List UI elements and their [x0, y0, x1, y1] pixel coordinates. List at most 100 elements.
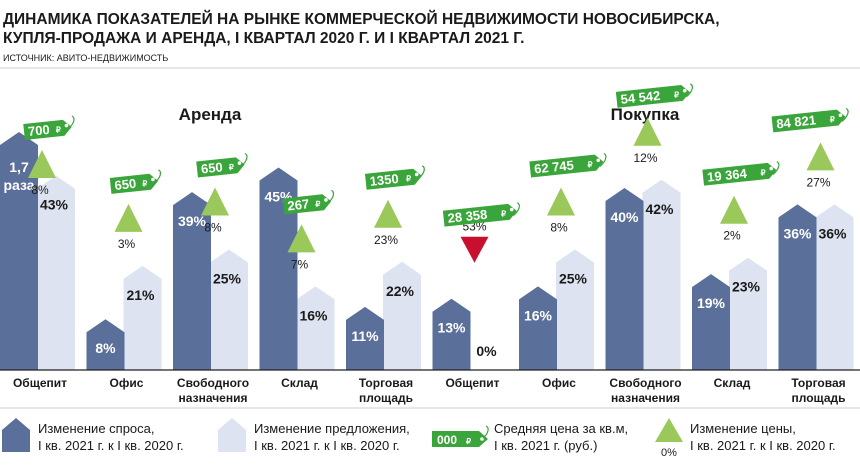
price-tag-currency: ₽	[587, 160, 593, 169]
legend-price-line2: I кв. 2021 г. (руб.)	[494, 438, 597, 453]
price-tag-currency: ₽	[760, 168, 766, 177]
price-change-label: 8%	[31, 183, 49, 197]
price-tag-shape-icon	[529, 154, 604, 178]
demand-bar-label: 13%	[437, 320, 466, 336]
price-change-label: 8%	[550, 221, 568, 235]
legend-supply: Изменение предложения, I кв. 2021 г. к I…	[218, 418, 410, 453]
price-tag-string-icon	[841, 107, 849, 122]
supply-bar-label: 21%	[126, 287, 155, 303]
price-change-label: 2%	[723, 229, 741, 243]
price-tag: 1350 ₽	[364, 165, 425, 190]
bars-layer: 1,7раза43%8%21%39%25%45%16%11%22%13%0%16…	[0, 132, 854, 370]
price-tag-currency: ₽	[829, 115, 835, 124]
price-tag-hole-icon	[769, 166, 774, 171]
supply-bar-label: 0%	[476, 343, 497, 359]
price-tag-shape-icon	[196, 157, 245, 178]
category-label: Склад	[714, 376, 751, 390]
legend-change-line1: Изменение цены,	[690, 421, 796, 436]
supply-bar-label: 42%	[645, 201, 674, 217]
price-change-label: 23%	[374, 233, 398, 247]
price-tag-value: 54 542	[620, 88, 661, 107]
category-label: Офис	[542, 376, 576, 390]
demand-bar	[346, 306, 384, 370]
legend-price-tag-icon	[432, 431, 488, 447]
demand-bar-label: 19%	[697, 295, 726, 311]
price-tag-shape-icon	[771, 109, 846, 133]
price-change-up-icon	[633, 117, 662, 146]
category-label: Торговая	[791, 376, 845, 390]
legend: Изменение спроса, I кв. 2021 г. к I кв. …	[2, 418, 836, 459]
price-tag-value: 19 364	[706, 166, 748, 185]
legend-change-line2: I кв. 2021 г. к I кв. 2020 г.	[690, 438, 836, 453]
category-label: назначения	[611, 391, 680, 405]
demand-bar-label: 11%	[351, 328, 379, 344]
legend-supply-line2: I кв. 2021 г. к I кв. 2020 г.	[254, 438, 400, 453]
price-tag-string-icon	[599, 152, 607, 167]
chart-title-line2: КУПЛЯ-ПРОДАЖА И АРЕНДА, I КВАРТАЛ 2020 Г…	[3, 30, 524, 47]
price-tag-value: 84 821	[776, 112, 817, 131]
price-tag: 28 358 ₽	[442, 202, 520, 227]
price-change-label: 3%	[118, 237, 136, 251]
category-label: площадь	[359, 391, 413, 405]
price-tag-hole-icon	[237, 161, 242, 165]
legend-price-tag-currency: ₽	[466, 437, 471, 446]
supply-bar	[556, 249, 594, 370]
price-tag-currency: ₽	[55, 125, 61, 134]
price-tag: 19 364 ₽	[702, 161, 780, 186]
chart-header: ДИНАМИКА ПОКАЗАТЕЛЕЙ НА РЫНКЕ КОММЕРЧЕСК…	[3, 10, 720, 63]
supply-bar	[815, 204, 854, 370]
price-tag-value: 650	[114, 176, 137, 193]
price-tag-hole-icon	[324, 198, 328, 202]
legend-supply-line1: Изменение предложения,	[254, 421, 410, 436]
legend-price-line1: Средняя цена за кв.м,	[494, 421, 628, 436]
price-change-up-icon	[287, 224, 316, 253]
category-label: назначения	[179, 391, 248, 405]
legend-change-zero: 0%	[661, 447, 677, 459]
supply-bar	[383, 261, 421, 370]
demand-bar	[432, 298, 471, 370]
legend-price: 000 ₽ Средняя цена за кв.м, I кв. 2021 г…	[432, 421, 628, 453]
chart-title-line1: ДИНАМИКА ПОКАЗАТЕЛЕЙ НА РЫНКЕ КОММЕРЧЕСК…	[3, 10, 720, 28]
price-tag-currency: ₽	[674, 90, 680, 99]
price-tag-shape-icon	[364, 168, 422, 190]
price-tag: 62 745 ₽	[529, 152, 607, 178]
price-tag-hole-icon	[838, 113, 843, 118]
price-tag-string-icon	[240, 152, 248, 167]
demand-bar	[605, 188, 644, 370]
supply-bar	[642, 179, 681, 370]
supply-bar-label: 23%	[732, 279, 761, 295]
price-tag-currency: ₽	[228, 163, 234, 172]
price-tag: 267 ₽	[282, 189, 335, 215]
supply-bar-label: 36%	[818, 225, 847, 241]
price-tag-shape-icon	[109, 173, 159, 194]
supply-bar	[37, 175, 75, 370]
supply-bar-label: 22%	[386, 283, 415, 299]
category-label: площадь	[792, 391, 846, 405]
price-change-label: 7%	[291, 257, 309, 271]
demand-bar-label: 16%	[524, 307, 553, 323]
legend-price-tag-text: 000	[437, 433, 457, 447]
supply-bar-label: 25%	[559, 271, 588, 287]
price-tag-value: 650	[200, 159, 223, 176]
price-change-label: 8%	[204, 221, 222, 235]
price-tag-currency: ₽	[315, 200, 321, 209]
price-tag-hole-icon	[64, 123, 69, 128]
markers-layer: 8%700 ₽3%650 ₽8%650 ₽7%267 ₽23%1350 ₽53%28 35…	[23, 83, 849, 271]
demand-bar-label: 36%	[783, 225, 812, 241]
price-change-up-icon	[547, 187, 575, 216]
demand-bar-label: 8%	[95, 340, 116, 356]
price-tag: 650 ₽	[109, 169, 162, 194]
price-tag-value: 1350	[369, 171, 399, 189]
price-change-up-icon	[201, 187, 229, 216]
price-tag-shape-icon	[702, 162, 777, 186]
price-tag: 700 ₽	[23, 115, 75, 140]
price-change-down-icon	[460, 236, 489, 263]
price-tag-string-icon	[772, 161, 780, 176]
demand-bar-label: 39%	[178, 213, 207, 229]
demand-bar	[778, 204, 817, 370]
legend-change-triangle-icon	[655, 418, 683, 442]
price-tag-currency: ₽	[142, 179, 148, 188]
demand-bar	[259, 167, 298, 370]
